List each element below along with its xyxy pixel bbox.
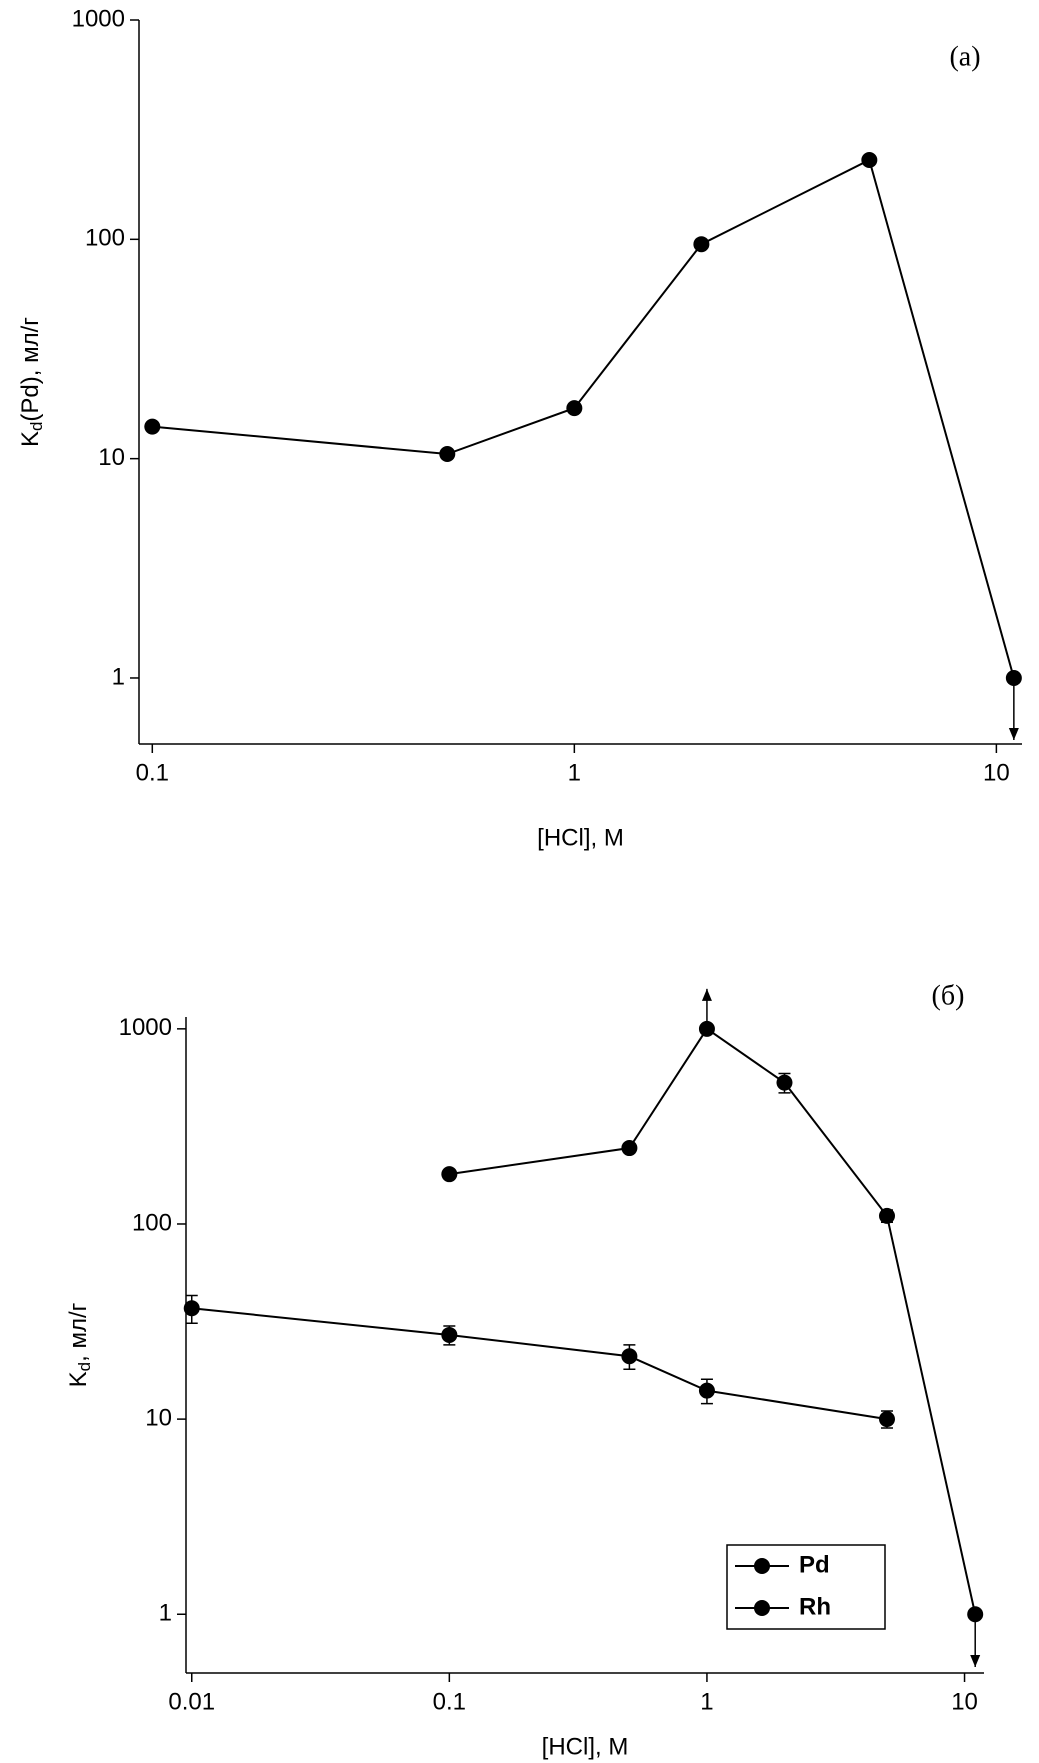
- data-point: [693, 236, 710, 253]
- series-line: [191, 1307, 888, 1421]
- y-axis-label: Kd, мл/г: [65, 1302, 94, 1387]
- y-axis-label: Kd(Pd), мл/г: [17, 317, 46, 447]
- y-tick-label: 100: [132, 1209, 172, 1236]
- series-line: [152, 158, 1015, 679]
- y-axis-label-part: K: [17, 431, 44, 447]
- legend-marker: [754, 1600, 770, 1616]
- data-point: [878, 1411, 895, 1428]
- x-tick-label: 1: [568, 759, 581, 786]
- data-point: [878, 1207, 895, 1224]
- data-point: [967, 1606, 984, 1623]
- data-point: [1005, 669, 1022, 686]
- data-point: [144, 418, 161, 435]
- y-axis-label-part: (Pd), мл/г: [17, 317, 44, 422]
- x-tick-label: 0.1: [136, 759, 169, 786]
- y-axis-label-part: d: [75, 1362, 94, 1371]
- x-axis-label: [HCl], M: [537, 824, 624, 851]
- data-point: [621, 1140, 638, 1157]
- legend-label: Pd: [799, 1551, 830, 1578]
- data-point: [621, 1348, 638, 1365]
- legend-box: [726, 1544, 886, 1630]
- x-tick-label: 10: [983, 759, 1010, 786]
- y-tick-label: 1000: [72, 5, 125, 32]
- limit-arrow-head: [701, 988, 712, 1001]
- x-tick-label: 10: [951, 1688, 978, 1715]
- y-axis-label-part: d: [27, 422, 46, 431]
- y-tick-label: 1: [112, 663, 125, 690]
- x-tick-label: 1: [700, 1688, 713, 1715]
- data-point: [441, 1326, 458, 1343]
- data-point: [183, 1300, 200, 1317]
- y-tick-label: 10: [98, 444, 125, 471]
- x-tick-label: 0.01: [168, 1688, 215, 1715]
- limit-arrow-head: [1008, 728, 1019, 740]
- y-tick-label: 100: [85, 225, 125, 252]
- limit-arrow-head: [970, 1655, 981, 1667]
- y-tick-label: 10: [145, 1404, 172, 1431]
- x-axis-label: [HCl], M: [542, 1733, 629, 1760]
- series-line: [449, 1027, 977, 1615]
- legend-marker: [754, 1558, 770, 1574]
- data-point: [566, 400, 583, 417]
- data-point: [441, 1166, 458, 1183]
- y-tick-label: 1000: [119, 1014, 172, 1041]
- data-point: [776, 1074, 793, 1091]
- y-axis-label-part: K: [65, 1371, 92, 1387]
- data-point: [439, 446, 456, 463]
- panel-label: (б): [932, 980, 965, 1011]
- y-tick-label: 1: [159, 1600, 172, 1627]
- data-point: [698, 1020, 715, 1037]
- panel-label: (a): [949, 41, 980, 72]
- y-axis-label-part: , мл/г: [65, 1302, 92, 1362]
- legend-label: Rh: [799, 1593, 831, 1620]
- data-point: [861, 151, 878, 168]
- data-point: [698, 1382, 715, 1399]
- x-tick-label: 0.1: [433, 1688, 466, 1715]
